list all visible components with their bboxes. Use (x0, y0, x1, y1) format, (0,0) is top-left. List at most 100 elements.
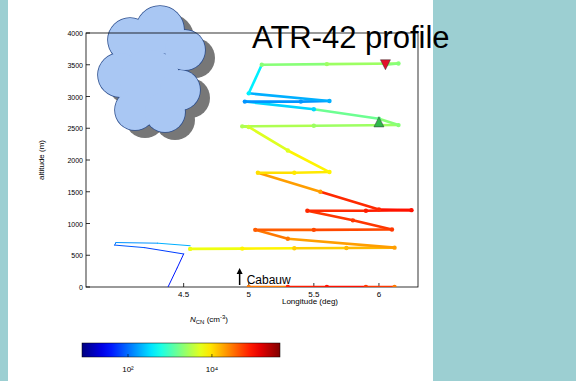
flight-track (188, 61, 414, 251)
track-segment (294, 247, 346, 250)
track-point (392, 285, 396, 287)
background (0, 0, 576, 381)
track-segment (249, 65, 262, 94)
track-point (299, 99, 303, 103)
track-point (240, 246, 244, 250)
track-segment (320, 192, 379, 210)
track-point (377, 207, 381, 211)
track-point (292, 246, 296, 250)
y-tick-label: 1000 (67, 221, 83, 228)
y-tick (86, 96, 90, 97)
track-segment (314, 228, 392, 231)
track-segment (294, 171, 329, 174)
track-point (396, 123, 400, 127)
track-segment (314, 124, 399, 127)
track-segment (307, 211, 353, 221)
y-tick-label: 2000 (67, 157, 83, 164)
track-segment (115, 245, 145, 248)
track-segment (190, 247, 242, 250)
triangle-marker (374, 117, 384, 127)
track-segment (262, 63, 327, 66)
track-point (318, 190, 322, 194)
track-point (247, 91, 251, 95)
x-tick-label: 6 (377, 290, 382, 299)
y-tick (86, 223, 90, 224)
track-segment (307, 210, 366, 213)
track-point (364, 209, 368, 213)
colorbar-tick-label: 10² (122, 365, 134, 374)
track-segment (258, 171, 294, 174)
track-segment (288, 286, 327, 287)
title: ATR-42 profile (252, 20, 450, 55)
track-point (327, 99, 331, 103)
y-axis-label: altitude (m) (37, 140, 46, 180)
annotation-arrowhead (237, 268, 243, 274)
colorbar-label-part: CN (196, 319, 205, 325)
track-point (325, 285, 329, 287)
y-tick (86, 287, 90, 288)
x-tick-label: 4.5 (178, 290, 190, 299)
track-point (396, 61, 400, 65)
colorbar-label: NCN (cm-3) (190, 314, 228, 325)
track-point (286, 237, 290, 241)
track-segment (255, 230, 288, 239)
y-tick (86, 160, 90, 161)
annotation: Cabauw (247, 273, 291, 287)
plot-frame (86, 33, 418, 287)
track-point (312, 107, 316, 111)
track-point (247, 125, 251, 129)
track-point (256, 171, 260, 175)
y-tick-label: 3500 (67, 62, 83, 69)
y-tick-label: 500 (71, 252, 83, 259)
figure: ATR-42 profile4.555.56050010001500200025… (0, 0, 576, 381)
colorbar-label-part: ) (225, 315, 228, 324)
track-point (327, 170, 331, 174)
y-tick (86, 64, 90, 65)
cloud-part (145, 92, 185, 132)
colorbar-tick (128, 354, 129, 357)
colorbar-label-part: (cm (204, 315, 220, 324)
track-segment (168, 268, 177, 287)
track-point (305, 209, 309, 213)
track-segment (242, 247, 294, 250)
cloud-icon (97, 5, 215, 140)
track-point (409, 208, 413, 212)
track-point (253, 228, 257, 232)
track-segment (327, 286, 366, 287)
track-point (351, 218, 355, 222)
triangle-marker (380, 60, 390, 70)
y-tick-label: 1500 (67, 189, 83, 196)
colorbar-tick-label: 10⁴ (206, 365, 219, 374)
track-segment (366, 286, 395, 287)
track-point (344, 246, 348, 250)
cloud-front (97, 5, 206, 133)
y-tick (86, 33, 90, 34)
track-point (188, 247, 192, 251)
track-segment (245, 100, 301, 103)
track-point (364, 285, 368, 287)
track-point (392, 245, 396, 249)
y-tick (86, 128, 90, 129)
track-point (240, 124, 244, 128)
track-segment (288, 150, 330, 172)
track-segment (255, 229, 314, 232)
data-layer (115, 60, 414, 287)
track-segment (379, 208, 412, 211)
track-segment (249, 93, 330, 101)
track-point (260, 63, 264, 67)
track-segment (366, 209, 412, 212)
track-point (243, 99, 247, 103)
y-tick (86, 191, 90, 192)
track-segment (314, 109, 379, 119)
track-point (312, 124, 316, 128)
track-segment (258, 173, 320, 192)
track-segment (249, 127, 288, 150)
x-tick (183, 283, 184, 287)
y-tick (86, 255, 90, 256)
track-point (325, 62, 329, 66)
track-segment (288, 239, 395, 248)
flight-track (115, 243, 191, 287)
colorbar (82, 343, 280, 357)
figure-panel (8, 0, 433, 381)
track-segment (116, 242, 158, 244)
